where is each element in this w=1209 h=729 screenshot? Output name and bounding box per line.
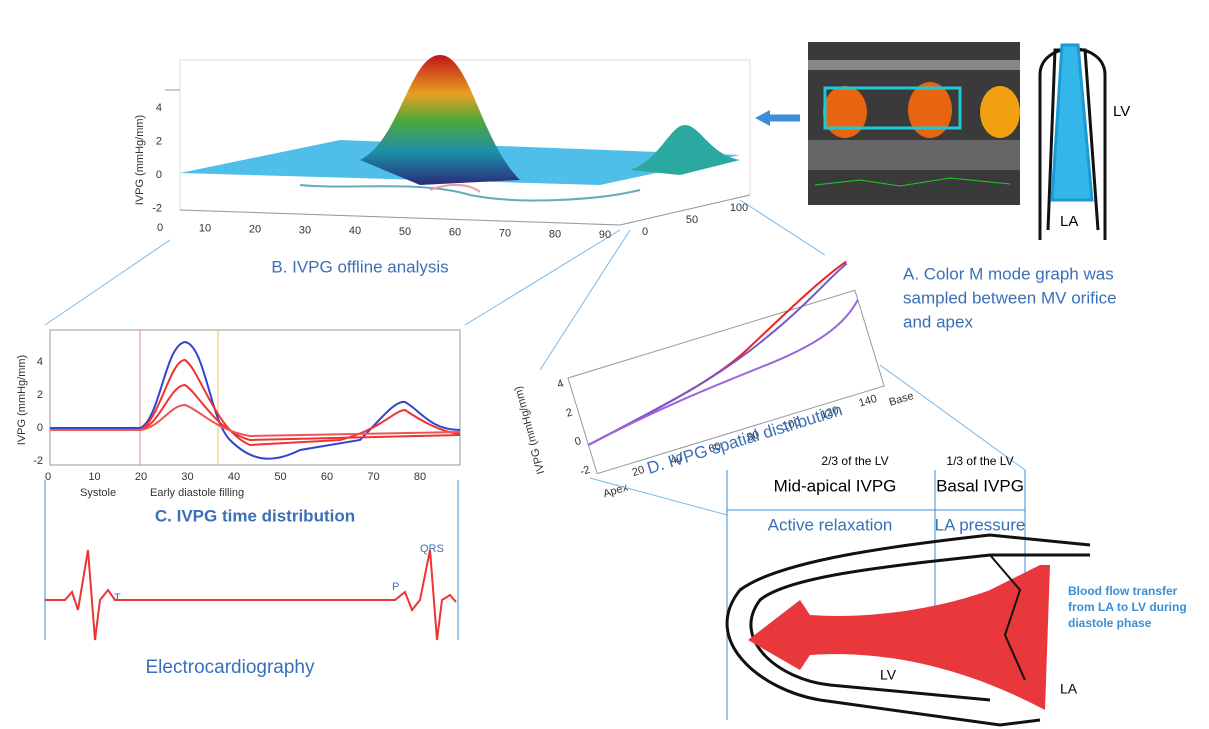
x-tick-label: 80	[414, 471, 426, 483]
p-label: P	[392, 581, 399, 593]
x-tick-label: 20	[135, 471, 147, 483]
y-axis-label: IVPG (mmHg/mm)	[16, 355, 28, 445]
x-tick-label: 40	[349, 225, 361, 237]
x-tick-label: 10	[88, 471, 100, 483]
lv-label: LV	[880, 667, 897, 683]
y-tick-label: 2	[565, 406, 574, 419]
label: Basal IVPG	[936, 476, 1024, 495]
y-tick-label: 0	[573, 435, 582, 448]
label: Mid-apical IVPG	[774, 476, 897, 495]
caption: C. IVPG time distribution	[155, 506, 355, 525]
x-tick-label: 30	[299, 224, 311, 236]
panel-c	[50, 330, 460, 465]
y-axis-label: IVPG (mmHg/mm)	[512, 385, 547, 475]
ecg	[45, 480, 458, 640]
flow-line: Blood flow transfer	[1068, 584, 1178, 598]
caption: Electrocardiography	[146, 657, 315, 678]
y-tick-label: 2	[156, 135, 162, 147]
label: 1/3 of the LV	[946, 454, 1013, 468]
heart-diagram	[727, 470, 1090, 725]
color-m-mode	[808, 42, 1020, 205]
flow-line: from LA to LV during	[1068, 600, 1187, 614]
x-tick-label: 50	[274, 471, 286, 483]
label: LA pressure	[935, 515, 1026, 534]
caption-line: A. Color M mode graph was	[903, 264, 1114, 283]
systole-label: Systole	[80, 487, 116, 499]
label: Active relaxation	[768, 515, 893, 534]
x-tick-label: 70	[367, 471, 379, 483]
x-tick-label: 80	[549, 228, 561, 240]
depth-tick-label: 50	[686, 214, 698, 226]
y-axis-label: IVPG (mmHg/mm)	[134, 115, 146, 205]
lv-label: LV	[1113, 103, 1130, 120]
label: 2/3 of the LV	[821, 454, 888, 468]
x-tick-label: 0	[45, 471, 51, 483]
x-tick-label: 0	[157, 222, 163, 234]
depth-tick-label: 0	[642, 226, 648, 238]
x-tick-label: 20	[631, 464, 646, 479]
y-tick-label: 2	[37, 389, 43, 401]
x-tick-label: 10	[199, 223, 211, 235]
y-tick-label: -2	[579, 464, 592, 478]
early-label: Early diastole filling	[150, 487, 244, 499]
x-tick-label: 90	[599, 229, 611, 241]
x-tick-label: 140	[857, 393, 878, 410]
y-tick-label: 0	[156, 169, 162, 181]
caption-line: sampled between MV orifice	[903, 288, 1117, 307]
x-tick-label: 40	[228, 471, 240, 483]
caption: B. IVPG offline analysis	[271, 257, 448, 276]
figure: 420-220406080100120140ApexBase IVPG (mmH…	[0, 0, 1209, 729]
panel-b	[165, 55, 750, 225]
t-label: T	[114, 592, 121, 604]
y-tick-label: 0	[37, 422, 43, 434]
x-tick-label: 70	[499, 228, 511, 240]
x-tick-label: 60	[449, 227, 461, 239]
qrs-label: QRS	[420, 543, 444, 555]
y-tick-label: -2	[152, 202, 162, 214]
x-tick-label: 50	[399, 226, 411, 238]
x-tick-label: 20	[249, 224, 261, 236]
la-label: LA	[1060, 681, 1078, 697]
base-label: Base	[888, 390, 915, 409]
depth-tick-label: 100	[730, 202, 748, 214]
y-tick-label: 4	[556, 378, 565, 391]
caption-line: and apex	[903, 312, 973, 331]
x-tick-label: 60	[321, 471, 333, 483]
apex-label: Apex	[602, 481, 630, 500]
y-tick-label: 4	[156, 102, 162, 114]
x-tick-label: 30	[181, 471, 193, 483]
y-tick-label: -2	[33, 455, 43, 467]
la-label: LA	[1060, 213, 1078, 230]
lv-cone	[1040, 45, 1105, 240]
y-tick-label: 4	[37, 356, 43, 368]
flow-line: diastole phase	[1068, 616, 1152, 630]
